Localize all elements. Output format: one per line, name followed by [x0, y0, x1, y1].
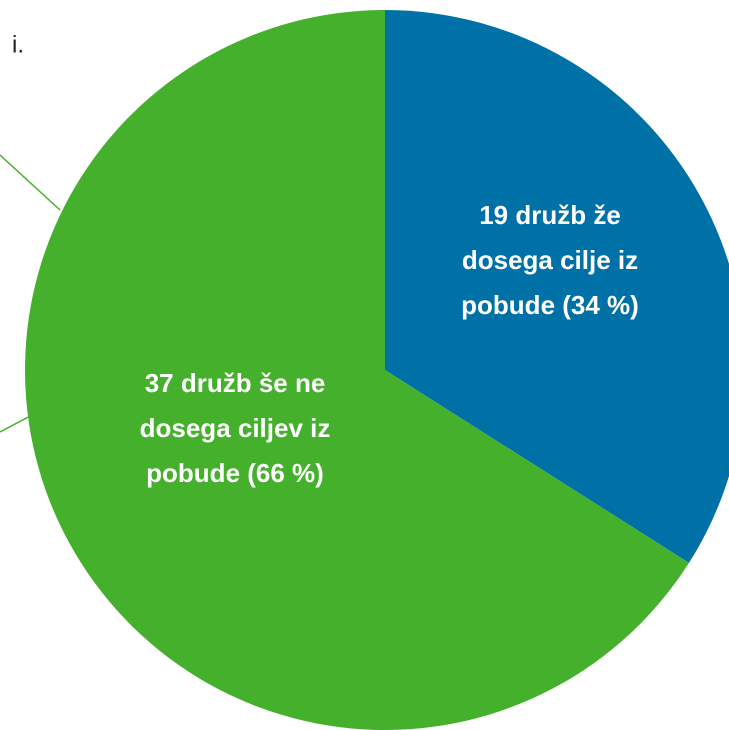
- slice-label: pobude (66 %): [146, 458, 324, 488]
- slice-label: dosega ciljev iz: [140, 413, 331, 443]
- slice-label: pobude (34 %): [461, 290, 639, 320]
- pie-slice: [25, 10, 689, 730]
- leader-line: [0, 154, 61, 211]
- slice-label: 19 družb že: [479, 200, 621, 230]
- slice-label: 37 družb še ne: [145, 368, 326, 398]
- slice-label: dosega cilje iz: [462, 245, 638, 275]
- pie-slice: [385, 10, 729, 563]
- annotation: i.: [12, 31, 24, 58]
